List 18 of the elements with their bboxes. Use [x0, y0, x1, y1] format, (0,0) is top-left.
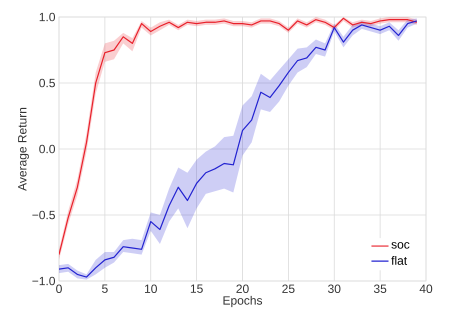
x-tick-label: 40: [420, 284, 432, 294]
x-tick-label: 35: [374, 284, 386, 294]
legend-label: flat: [391, 256, 408, 265]
x-tick-label: 10: [144, 284, 157, 294]
y-axis-title: Average Return: [18, 108, 29, 191]
legend-label: soc: [391, 242, 410, 249]
x-tick-label: 30: [328, 284, 340, 294]
y-tick-label: 1.0: [40, 12, 56, 22]
x-tick-label: 0: [56, 284, 62, 294]
x-tick-label: 25: [282, 284, 295, 294]
x-axis-title: Epochs: [223, 296, 262, 308]
y-tick-label: −1.0: [32, 276, 56, 286]
x-tick-label: 20: [236, 284, 249, 294]
x-tick-label: 15: [190, 284, 203, 293]
y-tick-label: 0.0: [39, 144, 56, 154]
x-tick-label: 5: [102, 284, 108, 293]
y-tick-label: −0.5: [32, 210, 55, 220]
y-tick-label: 0.5: [39, 78, 55, 88]
